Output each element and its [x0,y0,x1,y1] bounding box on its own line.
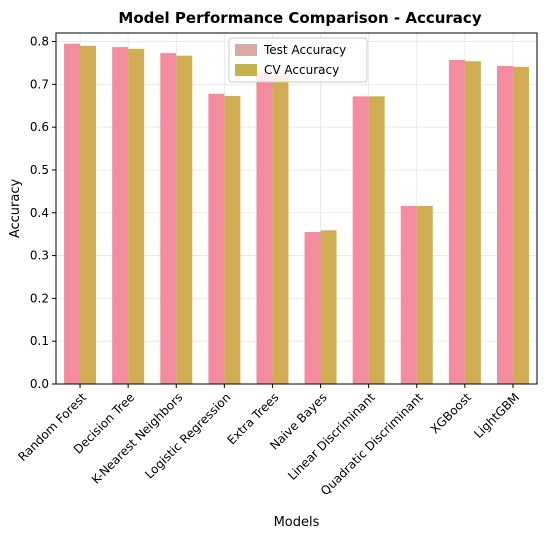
y-tick-label: 0.8 [30,35,49,49]
legend-label: Test Accuracy [263,43,346,57]
bar-cv-accuracy [80,45,97,385]
bar-cv-accuracy [464,61,481,384]
y-tick-label: 0.2 [30,291,49,305]
legend-label: CV Accuracy [264,63,339,77]
y-tick-label: 0.4 [30,206,49,220]
y-tick-label: 0.5 [30,163,49,177]
bar-test-accuracy [400,205,417,384]
bar-test-accuracy [448,59,465,384]
legend-box [228,37,368,83]
legend-items: Test Accuracy CV Accuracy [235,43,346,77]
bars [64,43,529,385]
bar-test-accuracy [352,96,369,384]
bar-test-accuracy [304,232,321,384]
x-axis-label: Models [274,515,320,530]
bar-test-accuracy [160,53,177,385]
bar-cv-accuracy [416,205,433,384]
bar-cv-accuracy [512,66,529,384]
bar-test-accuracy [112,47,129,384]
y-tick-label: 0.3 [30,249,49,263]
bar-test-accuracy [496,65,513,385]
bar-test-accuracy [256,72,273,384]
y-axis-ticks: 0.0 0.1 0.2 0.3 0.4 0.5 0.6 0.7 0.8 [30,35,56,391]
bar-cv-accuracy [320,230,337,384]
bar-cv-accuracy [128,48,145,385]
bar-cv-accuracy [368,96,385,384]
plot-frame [55,32,538,385]
y-axis-label: Accuracy [8,179,23,239]
bar-test-accuracy [64,43,81,384]
bar-cv-accuracy [176,55,193,384]
y-tick-label: 0.1 [30,334,49,348]
legend-swatch [235,64,257,76]
legend-swatch [235,44,257,56]
y-tick-label: 0.7 [30,77,49,91]
chart-title: Model Performance Comparison - Accuracy [118,9,481,27]
bar-test-accuracy [208,93,225,384]
y-tick-label: 0.0 [30,377,49,391]
legend: Test Accuracy CV Accuracy [228,37,368,83]
bar-cv-accuracy [224,95,241,385]
y-tick-label: 0.6 [30,120,49,134]
bar-cv-accuracy [272,74,289,385]
